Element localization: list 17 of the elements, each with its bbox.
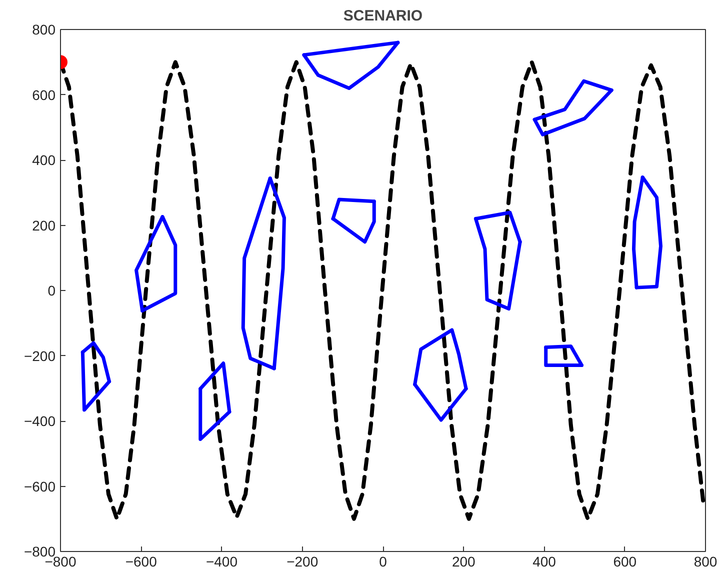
y-tick-label: −400 [24, 413, 56, 429]
x-tick-label: 200 [452, 554, 476, 570]
y-tick-label: 400 [32, 152, 56, 168]
y-tick-label: 200 [32, 217, 56, 234]
x-tick-label: −400 [206, 554, 238, 570]
x-tick-label: 0 [379, 554, 388, 570]
y-tick-label: 600 [32, 86, 56, 103]
x-tick-label: 600 [613, 554, 637, 570]
y-tick-label: −600 [24, 478, 56, 494]
x-tick-label: 400 [532, 554, 556, 570]
x-tick-label: −600 [125, 554, 158, 570]
y-tick-label: 800 [32, 22, 56, 38]
x-tick-label: 800 [694, 554, 718, 570]
y-tick-label: 0 [48, 282, 56, 298]
y-tick-label: −200 [24, 348, 56, 364]
x-tick-label: −200 [286, 554, 318, 570]
chart-title: SCENARIO [343, 8, 423, 24]
